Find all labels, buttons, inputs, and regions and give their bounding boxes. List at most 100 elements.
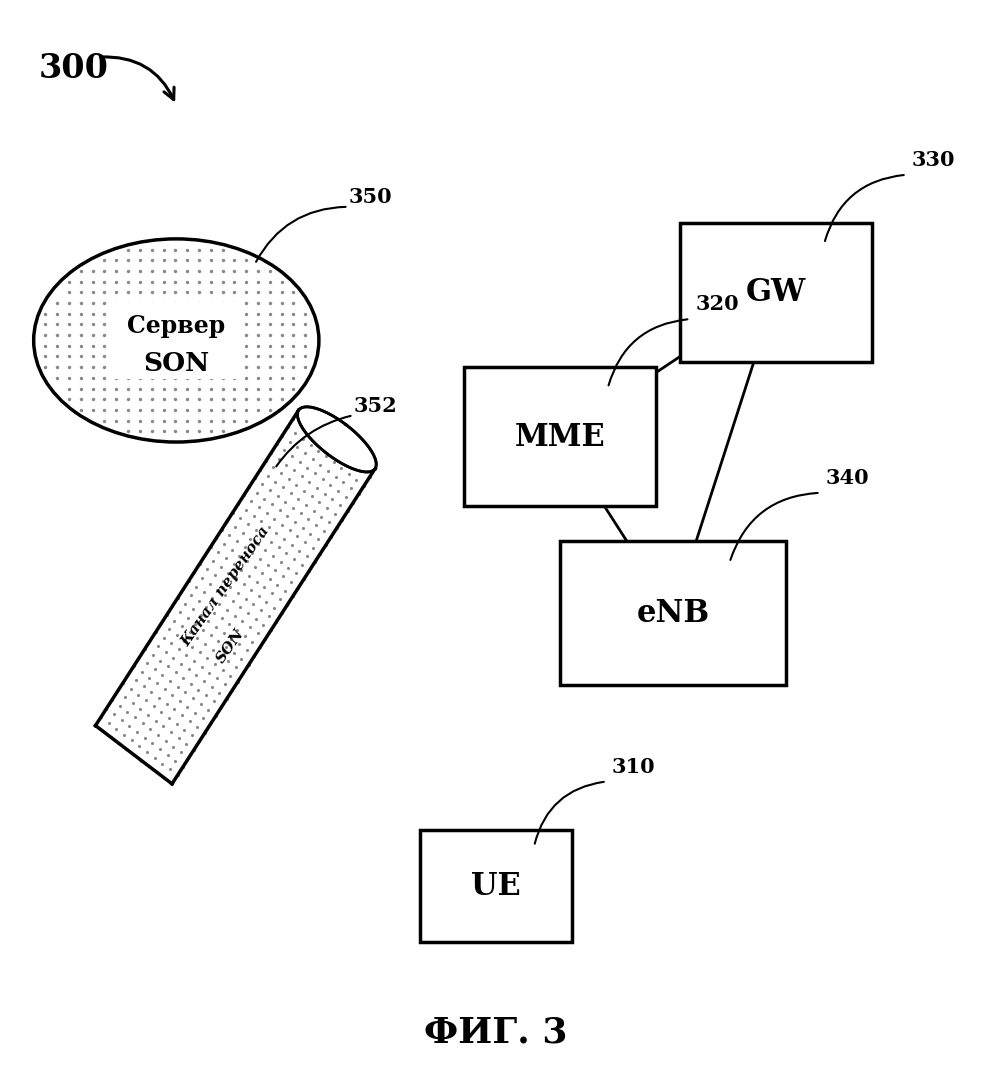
Point [139,743,155,760]
Point [211,596,227,613]
Point [93,709,109,726]
Point [120,423,136,440]
Point [259,505,275,522]
Point [250,263,266,280]
Point [210,544,226,561]
Point [285,295,301,312]
Point [317,536,333,554]
Point [96,402,112,419]
Point [285,317,301,334]
Point [96,359,112,376]
Point [208,708,224,725]
Point [210,633,226,651]
Point [281,433,297,450]
Point [274,369,289,387]
Point [202,627,218,644]
Point [261,607,276,625]
Point [167,391,183,408]
Point [214,337,230,354]
Point [133,700,149,717]
Point [202,337,218,354]
Point [274,380,289,397]
Point [157,681,172,698]
Point [268,473,283,490]
Point [213,699,229,716]
Point [239,553,255,570]
Point [291,542,307,559]
Point [214,380,230,397]
Point [185,601,201,618]
Point [226,274,242,291]
Point [226,348,242,365]
Point [356,477,372,494]
Point [226,412,242,430]
Point [238,263,254,280]
Point [132,326,148,344]
Point [73,369,89,387]
Point [185,689,201,707]
Point [242,530,258,547]
Point [274,284,289,302]
Point [73,306,89,323]
Point [202,369,218,387]
Point [262,284,277,302]
Point [250,380,266,397]
Point [223,630,239,647]
Point [256,579,272,597]
Point [313,508,329,526]
Point [120,317,136,334]
Point [274,295,289,312]
Point [178,736,194,753]
Text: Канал переноса: Канал переноса [178,524,272,649]
Point [294,519,310,536]
Point [268,562,283,579]
Point [262,571,277,588]
Point [312,457,328,474]
Point [157,770,172,787]
Point [144,317,160,334]
Point [161,620,176,638]
Point [144,402,160,419]
Point [171,604,187,621]
Point [164,775,179,793]
Point [194,710,210,727]
Point [73,380,89,397]
Point [179,263,195,280]
Point [145,735,161,752]
Point [275,531,291,548]
Point [186,741,202,758]
Point [177,684,193,701]
Point [214,348,230,365]
Point [238,380,254,397]
Point [311,494,327,512]
Point [346,457,362,474]
Point [191,556,207,573]
Point [191,284,207,302]
Point [233,561,249,578]
Point [145,646,161,663]
Point [197,635,213,653]
Point [293,557,309,574]
Point [162,761,177,779]
Point [250,317,266,334]
Point [132,348,148,365]
Point [183,727,199,744]
Text: 320: 320 [695,294,738,314]
Point [166,701,182,718]
Point [160,658,175,675]
Point [315,434,331,451]
Point [161,710,176,727]
Point [120,263,136,280]
Point [209,582,225,599]
Point [301,474,317,491]
Point [297,445,313,462]
Point [154,615,169,632]
Point [262,306,277,323]
Point [319,500,335,517]
Point [156,380,171,397]
Point [155,667,170,684]
Point [254,476,270,493]
Point [73,337,89,354]
Point [135,715,151,732]
Point [262,274,277,291]
